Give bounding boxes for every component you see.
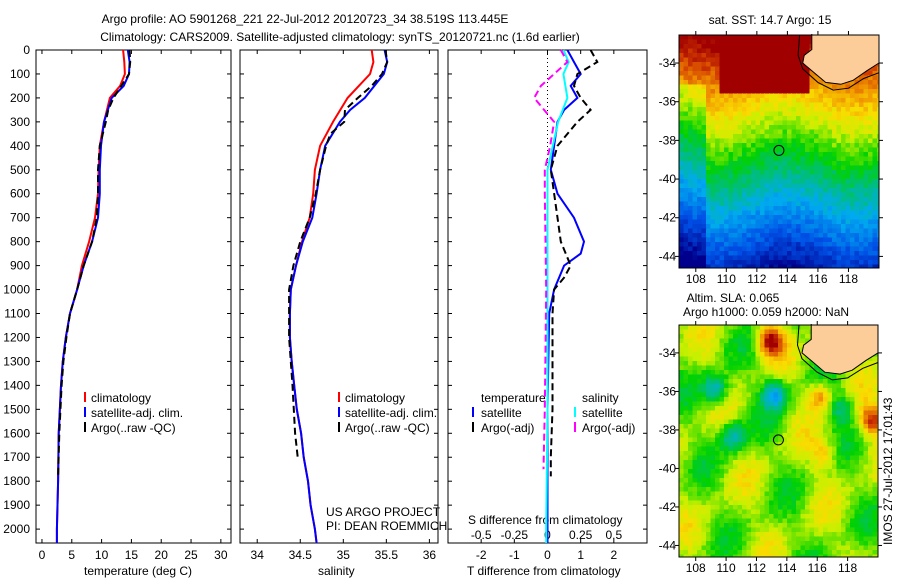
y-tick-label: 1200 [3,330,30,344]
y-tick-label: 1100 [4,307,30,321]
y-tick-label: 2000 [3,522,30,536]
legend-label: Argo(-adj) [481,421,534,435]
y-tick-label: 1900 [3,498,30,512]
s-x-tick-label: 0.5 [605,528,622,542]
project-annotation: US ARGO PROJECT [326,505,441,519]
x-tick-label: 20 [155,548,169,562]
sla-map-image [679,325,878,557]
plot-frame [239,49,439,544]
pi-annotation: PI: DEAN ROEMMICH [326,519,447,533]
series-satellite-adj-clim- [55,49,131,543]
y-tick-label: 800 [10,235,30,249]
panel-temperature: 0100200300400500600700800900100011001200… [3,43,232,562]
x-tick-label: 1 [577,548,584,562]
salinity-legend: climatology satellite-adj. clim. Argo(..… [338,391,437,435]
series-climatology [288,49,375,544]
x-tick-label: 30 [214,548,228,562]
x-tick-label: 2 [610,548,617,562]
s-x-tick-label: -0.25 [501,528,529,542]
y-tick-label: 0 [23,43,30,57]
legend-label: satellite-adj. clim. [345,406,437,420]
x-tick-label: 10 [95,548,109,562]
y-tick-label: 400 [10,139,30,153]
legend-label: satellite [481,406,522,420]
y-tick-label: 500 [10,163,30,177]
y-tick-label: 600 [10,187,30,201]
series-argo-raw-qc- [288,49,389,458]
difference-legend: temperature salinity satellite Argo(-adj… [472,391,635,435]
legend-label: satellite [582,406,623,420]
legend-label: climatology [91,391,151,405]
series-climatology [55,49,126,543]
x-tick-label: 5 [68,548,75,562]
temperature-legend: climatology satellite-adj. clim. Argo(..… [84,391,183,435]
y-tick-label: 100 [10,67,30,81]
x-tick-label: 15 [125,548,139,562]
s-x-tick-label: 0.25 [569,528,593,542]
x-tick-label: 0 [544,548,551,562]
x-tick-label: 36 [423,548,437,562]
s-x-tick-label: -0.5 [471,528,492,542]
sst-map-image [679,35,879,268]
legend-label: climatology [345,391,405,405]
tdiff-xlabel: T difference from climatology [467,564,621,578]
x-tick-label: -1 [509,548,520,562]
sla-map-subtitle: Argo h1000: 0.059 h2000: NaN [683,305,849,319]
sst-map-title: sat. SST: 14.7 Argo: 15 [709,13,832,27]
sdiff-xlabel: S difference from climatology [468,513,623,527]
y-tick-label: 1400 [3,378,30,392]
legend-header-salinity: salinity [582,391,619,405]
series-temperature-satellite [546,49,586,543]
plot-frame [35,49,232,544]
y-tick-label: 1600 [3,426,30,440]
series-temperature-argo-adj- [549,49,599,477]
sla-map-title: Altim. SLA: 0.065 [687,291,780,305]
legend-header-temperature: temperature [481,391,546,405]
timestamp: IMOS 27-Jul-2012 17:01:43 [881,397,895,545]
series-satellite-adj-clim- [288,49,389,544]
series-argo-raw-qc- [57,49,132,477]
x-tick-label: 34.5 [289,548,313,562]
panel-salinity: 34 34.5 35 35.5 36 [239,49,439,562]
legend-label: Argo(..raw -QC) [345,421,430,435]
y-tick-label: 1700 [3,450,30,464]
legend-label: Argo(-adj) [582,421,635,435]
legend-label: Argo(..raw -QC) [91,421,176,435]
y-tick-label: 200 [10,91,30,105]
title-line1: Argo profile: AO 5901268_221 22-Jul-2012… [102,12,509,26]
x-tick-label: 34 [251,548,265,562]
y-tick-label: 1300 [3,354,30,368]
salinity-xlabel: salinity [318,564,355,578]
x-tick-label: 0 [39,548,46,562]
x-tick-label: 35.5 [375,548,399,562]
y-tick-label: 900 [10,259,30,273]
x-tick-label: -2 [476,548,487,562]
x-tick-label: 35 [337,548,351,562]
y-tick-label: 1500 [3,402,30,416]
legend-label: satellite-adj. clim. [91,406,183,420]
temperature-xlabel: temperature (deg C) [84,564,192,578]
y-tick-label: 1000 [3,283,30,297]
y-tick-label: 1800 [3,474,30,488]
series-salinity-satellite [545,49,570,543]
y-tick-label: 700 [10,211,30,225]
title-line2: Climatology: CARS2009. Satellite-adjuste… [100,30,580,44]
y-tick-label: 300 [10,115,30,129]
x-tick-label: 25 [184,548,198,562]
series-salinity-argo-adj- [532,49,569,470]
